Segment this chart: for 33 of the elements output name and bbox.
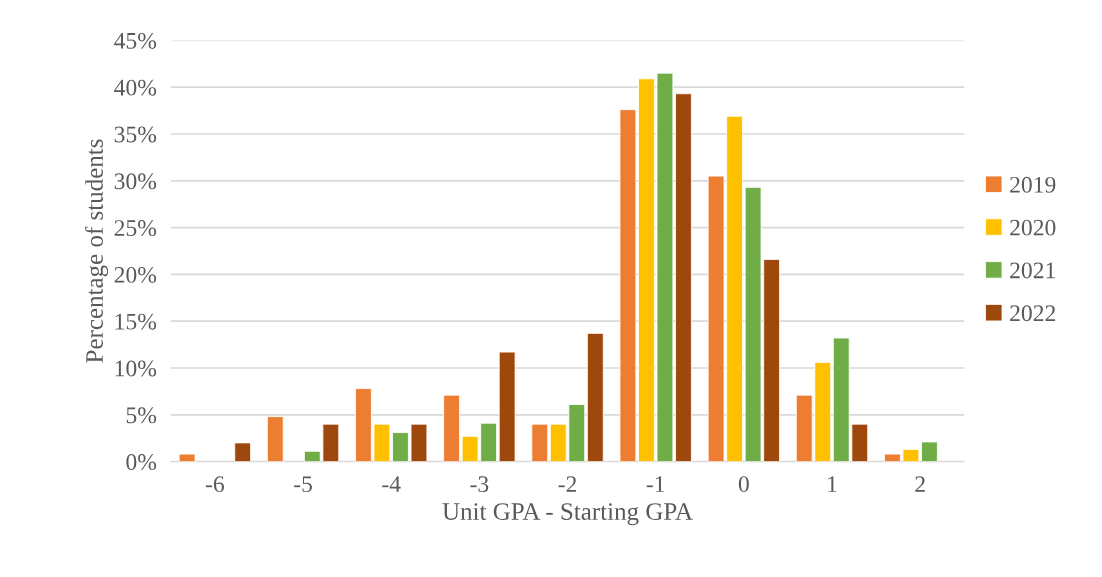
- x-tick-label: 1: [828, 476, 837, 492]
- legend-label: 2020: [1010, 219, 1056, 236]
- x-tick-label: 2: [915, 476, 925, 492]
- x-tick-label: -2: [558, 476, 577, 492]
- x-tick-label: -3: [470, 476, 489, 493]
- y-tick-label: 45%: [114, 32, 157, 49]
- y-tick-label: 5%: [126, 407, 157, 424]
- bar: [921, 441, 938, 462]
- bar: [586, 332, 604, 462]
- y-tick-label: 0%: [126, 454, 157, 471]
- y-tick-label: 10%: [115, 360, 157, 377]
- bar: [498, 351, 516, 462]
- y-tick-label: 30%: [114, 173, 157, 190]
- y-tick-label: 35%: [114, 126, 157, 143]
- y-tick-label: 20%: [114, 266, 157, 283]
- bar: [443, 394, 460, 462]
- x-axis-title: Unit GPA - Starting GPA: [442, 503, 693, 526]
- y-tick-label: 15%: [115, 313, 157, 330]
- y-axis-title: Percentage of students: [85, 139, 109, 363]
- bar: [178, 453, 196, 462]
- y-tick-label: 25%: [114, 220, 157, 237]
- x-tick-label: -6: [205, 476, 225, 493]
- bar: [234, 442, 252, 462]
- x-tick-label: 0: [738, 476, 749, 493]
- x-tick-label: -4: [382, 476, 401, 492]
- legend-label: 2022: [1010, 305, 1056, 322]
- legend-label: 2021: [1010, 262, 1055, 279]
- y-tick-label: 40%: [114, 79, 157, 96]
- x-tick-label: -1: [646, 476, 665, 492]
- legend-label: 2019: [1010, 176, 1056, 193]
- bar: [266, 416, 284, 462]
- bar: [531, 423, 549, 462]
- x-tick-label: -5: [294, 476, 312, 493]
